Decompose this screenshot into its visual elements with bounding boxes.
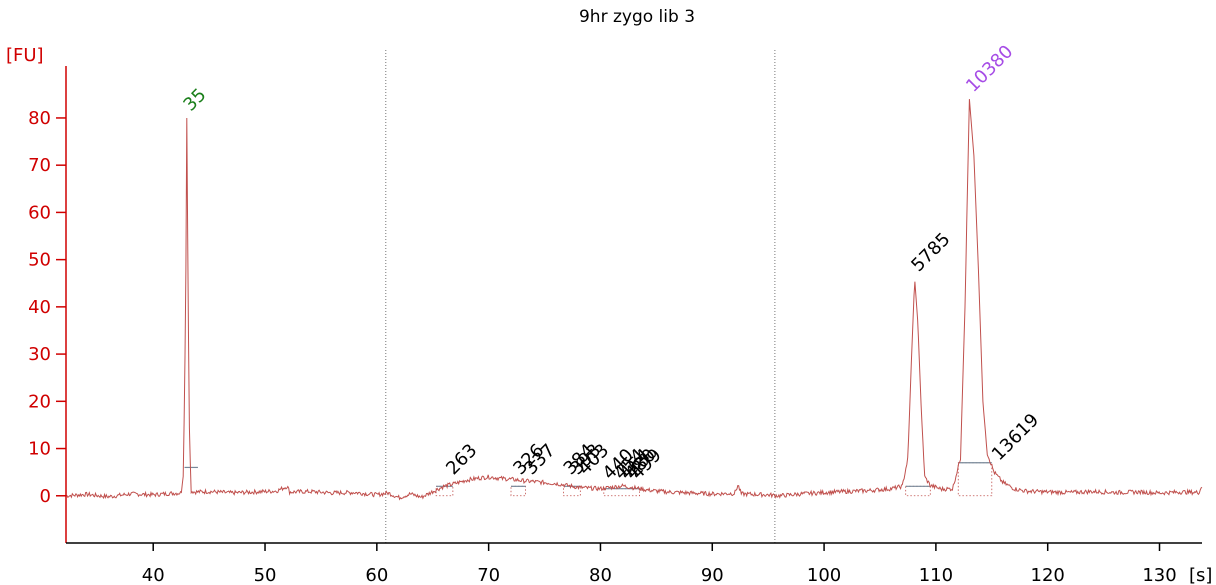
- x-tick-label: 110: [919, 565, 953, 585]
- y-axis-label: [FU]: [6, 45, 44, 66]
- y-tick-label: 50: [28, 250, 51, 271]
- peak-label: 5785: [907, 229, 954, 276]
- x-tick-label: 70: [477, 565, 500, 585]
- x-tick-label: 100: [807, 565, 841, 585]
- x-tick-label: 60: [365, 565, 388, 585]
- peak-area-box: [435, 485, 454, 497]
- peak-area-box: [510, 485, 526, 497]
- peak-label: 10380: [962, 41, 1017, 96]
- y-tick-label: 80: [28, 108, 51, 129]
- trace-layer: [65, 99, 1203, 501]
- peak-label: 13619: [988, 410, 1043, 465]
- signal-trace: [65, 99, 1203, 501]
- x-axis-label: [s]: [1189, 565, 1212, 585]
- y-tick-label: 20: [28, 391, 51, 412]
- x-tick-label: 90: [701, 565, 724, 585]
- y-tick-label: 10: [28, 439, 51, 460]
- x-tick-label: 130: [1142, 565, 1176, 585]
- y-tick-label: 0: [40, 486, 51, 507]
- y-tick-label: 40: [28, 297, 51, 318]
- y-tick-label: 30: [28, 344, 51, 365]
- region-dividers: [385, 50, 776, 543]
- peak-area-box: [905, 485, 931, 497]
- peak-area-box: [957, 462, 993, 497]
- x-tick-label: 40: [142, 565, 165, 585]
- peak-label: 35: [179, 84, 210, 115]
- y-tick-label: 60: [28, 202, 51, 223]
- x-tick-label: 120: [1031, 565, 1065, 585]
- axes: [FU] [s] 0 10 20 30 40 50 60 70 80 40 50 60 70 80 90 10…: [6, 45, 1212, 585]
- x-tick-label: 50: [254, 565, 277, 585]
- peak-label: 263: [442, 440, 481, 479]
- x-tick-label: 80: [589, 565, 612, 585]
- y-tick-label: 70: [28, 155, 51, 176]
- chart-title: 9hr zygo lib 3: [579, 7, 695, 27]
- peak-area-box: [603, 488, 640, 497]
